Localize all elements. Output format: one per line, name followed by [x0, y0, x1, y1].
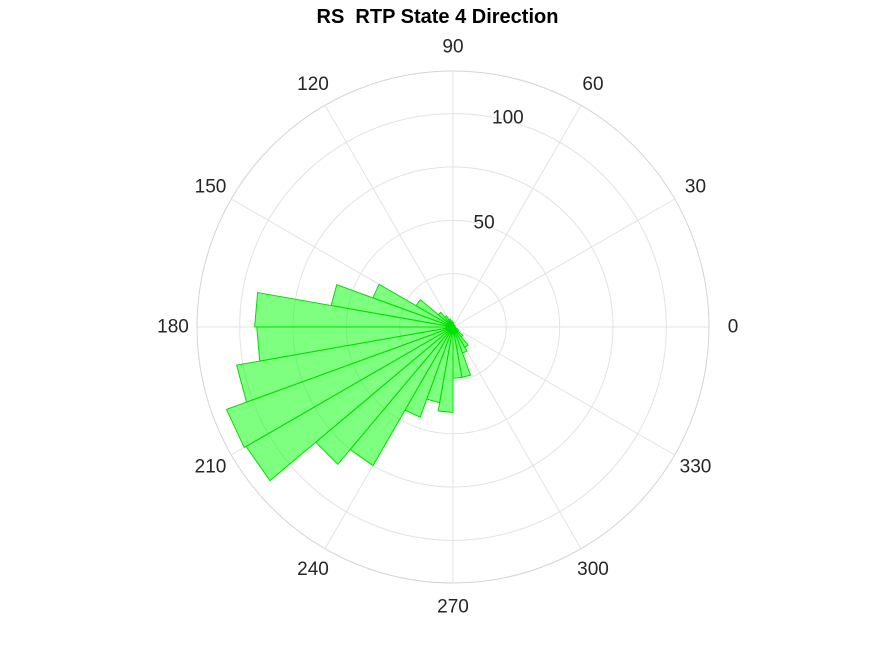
theta-tick-label: 210 [195, 457, 227, 478]
grid-spoke [452, 198, 675, 328]
theta-tick-label: 0 [728, 317, 739, 338]
chart-title: RS RTP State 4 Direction [316, 6, 559, 28]
theta-tick-label: 30 [685, 177, 706, 198]
axis-labels: 0 30 60 90 120 150 180 210 240 270 300 330 50 100 [157, 37, 738, 618]
theta-tick-label: 300 [577, 559, 609, 580]
grid-spoke [452, 326, 582, 549]
grid-spoke [324, 105, 454, 328]
theta-tick-label: 120 [297, 74, 329, 95]
grid-spoke [452, 326, 675, 456]
r-tick-label: 50 [474, 213, 495, 234]
theta-tick-label: 150 [195, 177, 227, 198]
r-tick-label: 100 [492, 107, 524, 128]
theta-tick-label: 90 [442, 37, 463, 58]
theta-tick-label: 60 [582, 74, 603, 95]
theta-tick-label: 330 [680, 457, 712, 478]
theta-tick-label: 270 [437, 597, 469, 618]
histogram-bins [225, 283, 472, 482]
theta-tick-label: 240 [297, 559, 329, 580]
theta-tick-label: 180 [157, 317, 189, 338]
grid-spoke [452, 105, 582, 328]
